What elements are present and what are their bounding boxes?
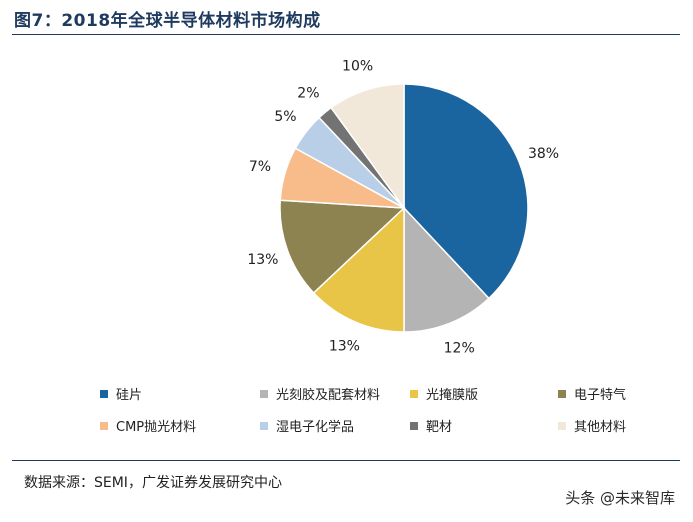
legend-item-other: 其他材料 xyxy=(558,416,626,435)
slice-percent-label: 10% xyxy=(342,58,373,74)
pie-slice xyxy=(279,199,406,294)
legend-label: CMP抛光材料 xyxy=(116,420,197,435)
watermark: 头条 @未来智库 xyxy=(565,489,675,507)
slice-percent-label: 13% xyxy=(247,252,278,268)
slice-percent-label: 38% xyxy=(528,146,559,162)
source-note: 数据来源：SEMI，广发证券发展研究中心 xyxy=(24,475,282,491)
legend-swatch xyxy=(260,421,268,430)
chart-legend: 硅片 光刻胶及配套材料 光掩膜版 电子特气 CMP抛光材料 湿电子化学品 靶材 xyxy=(100,384,680,448)
legend-swatch xyxy=(558,389,566,398)
pie-slice xyxy=(330,83,405,211)
legend-row: 硅片 光刻胶及配套材料 光掩膜版 电子特气 xyxy=(100,384,680,416)
slice-percent-label: 13% xyxy=(329,339,360,355)
legend-item-wet-chemicals: 湿电子化学品 xyxy=(260,416,354,435)
pie-slice xyxy=(312,206,405,333)
slice-percent-label: 12% xyxy=(444,341,475,357)
legend-swatch xyxy=(558,421,566,430)
legend-label: 湿电子化学品 xyxy=(276,420,355,435)
slice-percent-label: 7% xyxy=(249,159,271,175)
legend-label: 其他材料 xyxy=(574,420,627,435)
legend-item-electronic-gas: 电子特气 xyxy=(558,384,626,403)
title-divider xyxy=(12,34,680,35)
footer-divider xyxy=(12,460,680,461)
legend-item-photoresist: 光刻胶及配套材料 xyxy=(260,384,380,403)
legend-swatch xyxy=(410,389,418,398)
pie-slice xyxy=(403,83,529,300)
slice-percent-label: 2% xyxy=(297,85,319,101)
legend-label: 靶材 xyxy=(426,420,453,435)
legend-item-photomask: 光掩膜版 xyxy=(410,384,478,403)
legend-item-silicon-wafer: 硅片 xyxy=(100,384,142,403)
legend-swatch xyxy=(260,389,268,398)
legend-item-cmp: CMP抛光材料 xyxy=(100,416,196,435)
slice-percent-label: 5% xyxy=(274,109,296,125)
legend-label: 光掩膜版 xyxy=(426,388,479,403)
legend-swatch xyxy=(100,389,108,398)
legend-swatch xyxy=(100,421,108,430)
legend-swatch xyxy=(410,421,418,430)
legend-label: 电子特气 xyxy=(574,388,627,403)
legend-row: CMP抛光材料 湿电子化学品 靶材 其他材料 xyxy=(100,416,680,448)
pie-chart: 38% 12% 13% 13% 7% 5%2% 10% xyxy=(247,58,559,357)
legend-item-target: 靶材 xyxy=(410,416,452,435)
legend-label: 硅片 xyxy=(116,388,143,403)
chart-title: 图7：2018年全球半导体材料市场构成 xyxy=(14,11,321,31)
legend-label: 光刻胶及配套材料 xyxy=(276,388,381,403)
pie-slice xyxy=(403,206,490,333)
